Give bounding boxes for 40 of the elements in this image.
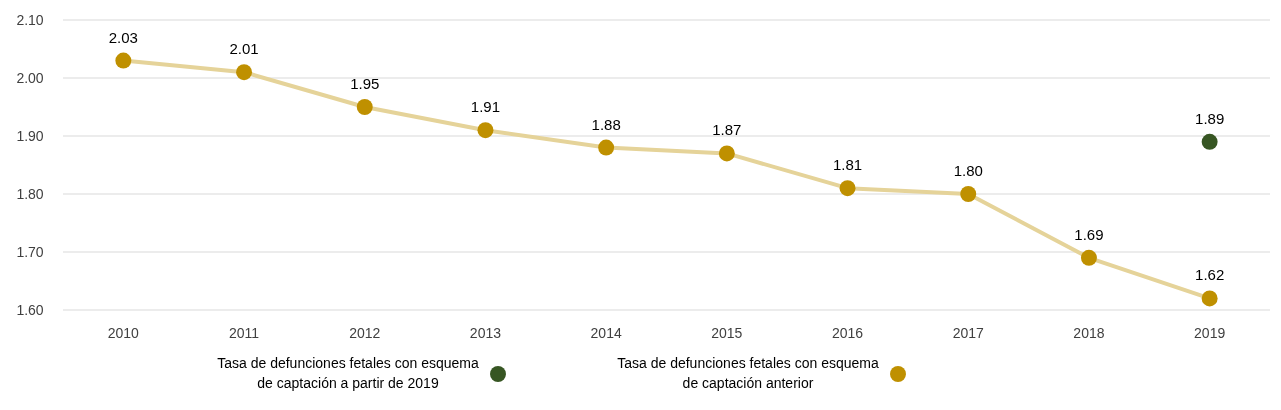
point bbox=[718, 145, 735, 162]
point bbox=[1201, 133, 1218, 150]
point bbox=[477, 122, 494, 139]
point bbox=[1201, 290, 1218, 307]
point bbox=[1080, 249, 1097, 266]
y-tick-label: 2.00 bbox=[16, 69, 44, 86]
data-label: 1.81 bbox=[832, 156, 863, 174]
y-tick-label: 1.70 bbox=[16, 243, 44, 260]
data-label: 1.80 bbox=[953, 162, 983, 179]
point bbox=[236, 64, 253, 81]
x-tick-label: 2013 bbox=[469, 325, 502, 341]
x-tick-label: 2011 bbox=[229, 325, 260, 341]
y-tick-label: 1.80 bbox=[16, 185, 44, 202]
data-label: 2.03 bbox=[108, 28, 138, 46]
x-tick-label: 2015 bbox=[711, 325, 743, 341]
point bbox=[960, 186, 977, 202]
x-tick-label: 2014 bbox=[590, 325, 622, 341]
data-label: 1.87 bbox=[712, 121, 742, 139]
y-tick-label: 2.10 bbox=[16, 11, 44, 28]
y-tick-label: 1.60 bbox=[16, 301, 44, 318]
point bbox=[598, 139, 615, 156]
x-tick-label: 2019 bbox=[1194, 325, 1226, 341]
legend-label: Tasa de defunciones fetales con esquema de captación anterior bbox=[617, 355, 879, 391]
point bbox=[115, 52, 132, 69]
data-label: 2.01 bbox=[229, 40, 259, 58]
point bbox=[356, 99, 373, 115]
point bbox=[839, 180, 856, 197]
data-label: 1.69 bbox=[1074, 225, 1104, 243]
x-tick-label: 2017 bbox=[952, 325, 985, 341]
x-tick-label: 2010 bbox=[107, 325, 140, 341]
data-label: 1.91 bbox=[470, 98, 501, 116]
data-label: 1.95 bbox=[350, 75, 380, 92]
y-tick-label: 1.90 bbox=[16, 127, 44, 144]
x-tick-label: 2016 bbox=[831, 325, 864, 341]
data-label: 1.88 bbox=[591, 115, 621, 133]
data-label: 1.62 bbox=[1195, 266, 1225, 284]
x-tick-label: 2018 bbox=[1073, 325, 1105, 341]
data-label: 1.89 bbox=[1195, 109, 1225, 127]
legend-label: Tasa de defunciones fetales con esquema de captación a partir de 2019 bbox=[217, 355, 479, 391]
x-tick-label: 2012 bbox=[349, 325, 381, 341]
